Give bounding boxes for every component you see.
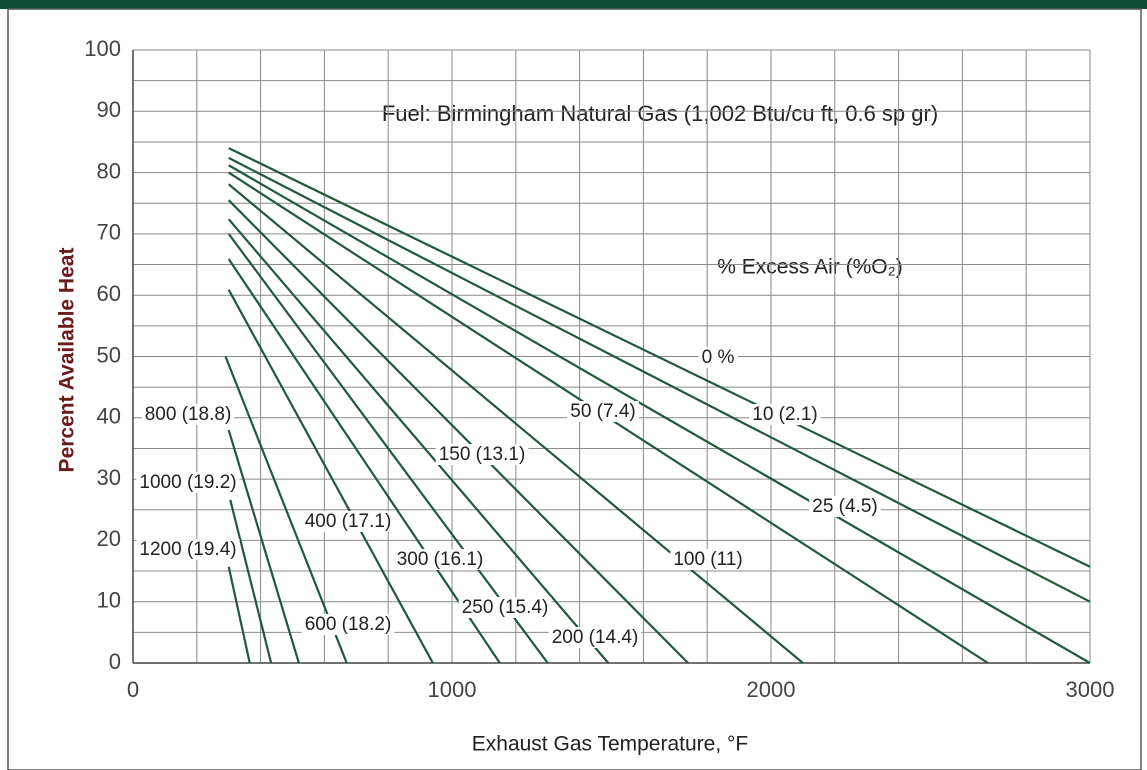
line [227,233,549,664]
line [227,218,610,664]
annotation: % Excess Air (%O₂) [717,256,903,279]
line [227,258,501,664]
y-tick-label: 100 [84,36,121,61]
y-tick-label: 20 [97,526,121,551]
annotation: Fuel: Birmingham Natural Gas (1,002 Btu/… [382,101,938,126]
series-label: 50 (7.4) [570,401,635,422]
top-band [0,0,1147,9]
label-bg [136,539,240,561]
label-bg [141,404,235,426]
series-label: 0 % [702,347,735,368]
label-bg [393,549,487,571]
line [228,147,1091,568]
line [227,289,434,664]
x-tick-label: 0 [127,677,139,702]
line [227,199,689,664]
line [229,499,273,664]
x-axis-label: Exhaust Gas Temperature, °F [472,733,748,756]
line [228,156,1091,603]
label-bg [136,472,240,494]
x-tick-label: 3000 [1066,677,1115,702]
series-label: 250 (15.4) [462,597,549,618]
series-label: 400 (17.1) [305,511,392,532]
series-label: 10 (2.1) [752,404,817,425]
y-tick-label: 60 [97,281,121,306]
y-tick-label: 40 [97,404,121,429]
line [227,429,300,664]
series-label: 600 (18.2) [305,614,392,635]
series-label: 1000 (19.2) [139,472,236,493]
y-tick-label: 30 [97,465,121,490]
series-label: 200 (14.4) [552,627,639,648]
label-bg [749,404,821,426]
label-bg [301,511,395,533]
label-bg [435,444,529,466]
line [227,566,251,664]
y-tick-label: 70 [97,220,121,245]
label-bg [809,496,881,518]
label-bg [698,347,738,369]
y-tick-label: 80 [97,158,121,183]
y-tick-label: 50 [97,342,121,367]
series-label: 300 (16.1) [397,549,484,570]
label-bg [301,614,395,636]
y-tick-label: 0 [109,649,121,674]
label-bg [670,549,746,571]
line [224,356,348,664]
y-tick-label: 10 [97,588,121,613]
label-bg [548,627,642,649]
series-label: 1200 (19.4) [139,539,236,560]
series-label: 800 (18.8) [145,404,232,425]
grid [132,49,1091,664]
x-tick-label: 2000 [747,677,796,702]
series-label: 25 (4.5) [812,496,877,517]
line [227,183,804,664]
label-bg [458,597,552,619]
series-label: 150 (13.1) [439,444,526,465]
y-tick-label: 90 [97,97,121,122]
x-tick-label: 1000 [428,677,477,702]
y-axis-label: Percent Available Heat [56,248,79,473]
label-bg [567,401,639,423]
series-label: 100 (11) [673,549,742,570]
line [228,164,1091,664]
